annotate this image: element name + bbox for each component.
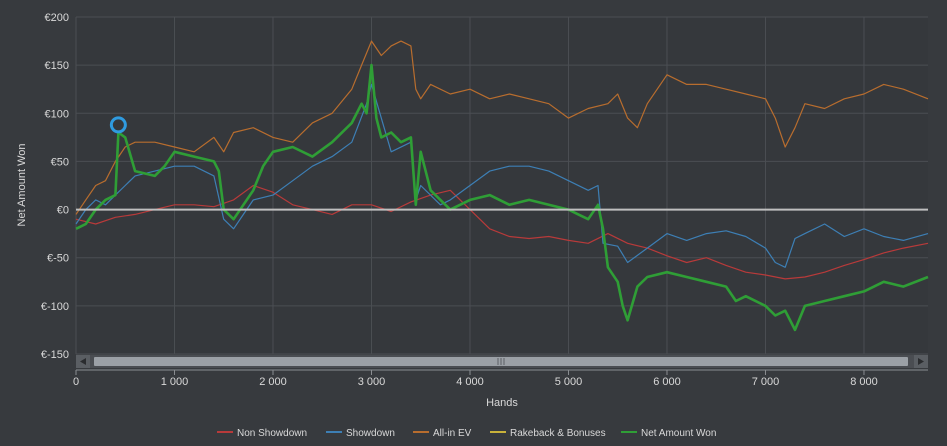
x-tick-label: 4 000	[456, 376, 484, 388]
y-tick-label: €-150	[41, 349, 69, 361]
legend-item-label[interactable]: Showdown	[346, 428, 395, 439]
series-line-all-in-ev	[75, 40, 929, 215]
legend-item-label[interactable]: All-in EV	[433, 428, 472, 439]
x-tick-label: 0	[73, 376, 79, 388]
y-tick-label: €0	[57, 205, 69, 217]
series-line-net-amount-won	[75, 63, 929, 332]
x-tick-label: 2 000	[259, 376, 287, 388]
arrow-right-icon	[918, 358, 924, 365]
legend-item-label[interactable]: Non Showdown	[237, 428, 307, 439]
y-tick-label: €50	[51, 156, 69, 168]
y-tick-label: €200	[45, 12, 69, 24]
x-tick-label: 6 000	[653, 376, 681, 388]
x-tick-label: 8 000	[850, 376, 878, 388]
x-axis: 0 1 000 2 000 3 000 4 000 5 000 6 000 7 000 8 00…	[73, 370, 878, 388]
series-line-showdown	[75, 83, 929, 268]
x-tick-label: 1 000	[161, 376, 189, 388]
plot-area	[76, 17, 928, 354]
x-tick-label: 3 000	[358, 376, 386, 388]
legend-item-label[interactable]: Rakeback & Bonuses	[510, 428, 606, 439]
arrow-left-icon	[80, 358, 86, 365]
navigator-scrollbar[interactable]	[76, 355, 928, 368]
y-tick-label: €150	[45, 60, 69, 72]
legend-item-label[interactable]: Net Amount Won	[641, 428, 716, 439]
marker-layer	[109, 116, 127, 134]
x-tick-label: 7 000	[752, 376, 780, 388]
y-axis: €200 €150 €100 €50 €0 €-50 €-100 €-150	[41, 12, 69, 361]
y-tick-label: €-100	[41, 301, 69, 313]
x-axis-title: Hands	[486, 397, 518, 409]
y-tick-label: €100	[45, 108, 69, 120]
series-lines	[75, 40, 929, 332]
highlight-marker[interactable]	[109, 116, 127, 134]
x-tick-label: 5 000	[555, 376, 583, 388]
legend: Non Showdown Showdown All-in EV Rakeback & …	[217, 428, 716, 439]
grid	[75, 16, 928, 355]
y-tick-label: €-50	[47, 253, 69, 265]
scrollbar-grip-icon	[497, 358, 505, 365]
y-axis-title: Net Amount Won	[16, 144, 28, 227]
series-line-non-showdown	[75, 184, 929, 280]
